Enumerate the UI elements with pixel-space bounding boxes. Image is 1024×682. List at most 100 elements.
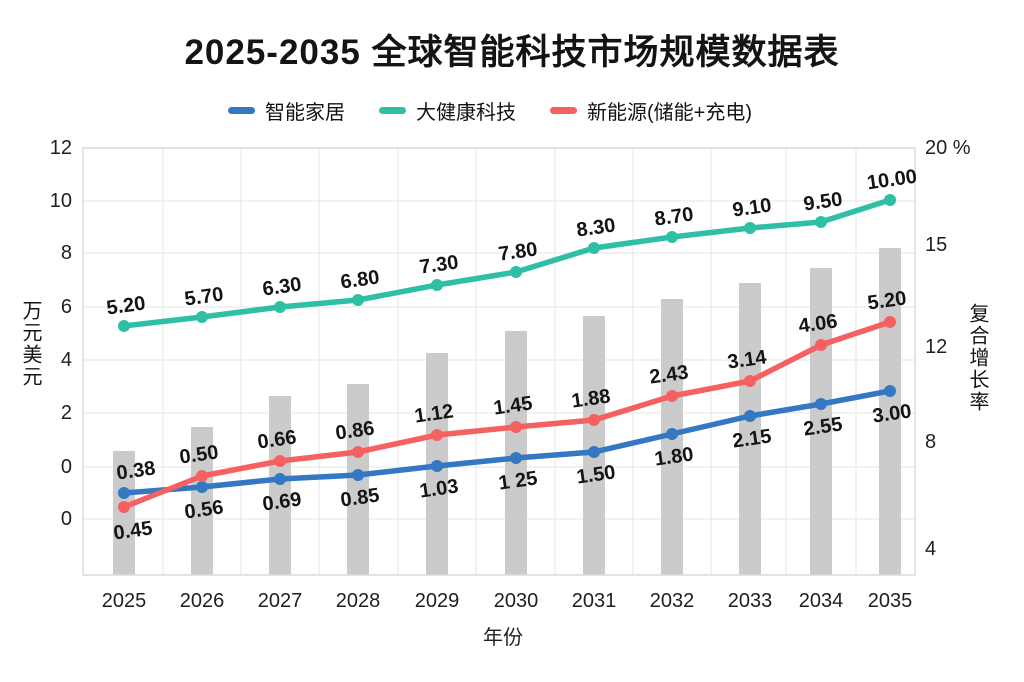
- cagr-bar-2033: [739, 283, 761, 575]
- point-health-tech-2035: [884, 194, 896, 206]
- legend-swatch-icon: [550, 107, 577, 114]
- point-label-new-energy-2032: 2.43: [648, 361, 690, 388]
- point-health-tech-2026: [196, 311, 208, 323]
- point-health-tech-2030: [510, 266, 522, 278]
- point-label-smart-home-2030: 1 25: [497, 467, 539, 494]
- point-new-energy-2033: [744, 375, 756, 387]
- right-axis-tick-3: 8: [925, 431, 936, 453]
- point-label-smart-home-2028: 0.85: [339, 484, 381, 511]
- left-axis-tick-3: 6: [61, 296, 72, 318]
- point-label-new-energy-2034: 4.06: [797, 310, 839, 337]
- point-label-new-energy-2027: 0.66: [256, 426, 298, 453]
- point-new-energy-2035: [884, 316, 896, 328]
- point-label-new-energy-2025: 0.45: [112, 517, 154, 544]
- point-health-tech-2031: [588, 242, 600, 254]
- cagr-bar-2035: [879, 248, 901, 575]
- left-axis-tick-1: 10: [50, 190, 72, 212]
- x-axis-tick-2031: 2031: [572, 590, 617, 612]
- left-axis-tick-7: 0: [61, 508, 72, 530]
- legend-item-new-energy: 新能源(储能+充电): [550, 96, 752, 125]
- point-smart-home-2027: [274, 473, 286, 485]
- legend-swatch-icon: [228, 107, 255, 114]
- point-new-energy-2029: [431, 429, 443, 441]
- legend-label: 智能家居: [265, 102, 345, 124]
- point-new-energy-2026: [196, 470, 208, 482]
- point-health-tech-2027: [274, 301, 286, 313]
- x-axis-tick-2028: 2028: [336, 590, 381, 612]
- left-axis-tick-4: 4: [61, 349, 72, 371]
- point-label-health-tech-2025: 5.20: [105, 292, 147, 319]
- point-health-tech-2025: [118, 320, 130, 332]
- x-axis-tick-2029: 2029: [415, 590, 460, 612]
- plot-border: [82, 147, 916, 576]
- x-axis-tick-2026: 2026: [180, 590, 225, 612]
- x-axis-tick-2025: 2025: [102, 590, 147, 612]
- point-smart-home-2026: [196, 481, 208, 493]
- point-label-health-tech-2034: 9.50: [802, 188, 844, 215]
- point-new-energy-2025: [118, 501, 130, 513]
- point-label-health-tech-2026: 5.70: [183, 283, 225, 310]
- point-label-smart-home-2035: 3.00: [871, 400, 913, 427]
- cagr-bar-2026: [191, 427, 213, 575]
- legend-swatch-icon: [379, 107, 406, 114]
- legend-label: 新能源(储能+充电): [587, 102, 752, 124]
- point-label-new-energy-2028: 0.86: [334, 417, 376, 444]
- point-new-energy-2031: [588, 414, 600, 426]
- point-health-tech-2034: [815, 216, 827, 228]
- point-label-health-tech-2035: 10.00: [866, 166, 919, 195]
- left-axis-tick-5: 2: [61, 402, 72, 424]
- point-smart-home-2030: [510, 452, 522, 464]
- point-smart-home-2031: [588, 446, 600, 458]
- point-label-health-tech-2031: 8.30: [575, 214, 617, 241]
- point-label-smart-home-2027: 0.69: [261, 488, 303, 515]
- point-smart-home-2028: [352, 469, 364, 481]
- point-label-health-tech-2032: 8.70: [653, 203, 695, 230]
- point-label-smart-home-2029: 1.03: [418, 475, 460, 502]
- legend-item-smart-home: 智能家居: [228, 96, 345, 125]
- legend-label: 大健康科技: [416, 102, 516, 124]
- left-axis-title: 万元美元: [19, 300, 41, 388]
- right-axis-tick-2: 12: [925, 336, 947, 358]
- point-label-health-tech-2029: 7.30: [418, 251, 460, 278]
- point-label-new-energy-2026: 0.50: [178, 441, 220, 468]
- left-axis-tick-2: 8: [61, 242, 72, 264]
- point-smart-home-2032: [666, 428, 678, 440]
- left-axis-tick-0: 12: [50, 137, 72, 159]
- left-axis-tick-6: 0: [61, 456, 72, 478]
- cagr-bar-2031: [583, 316, 605, 575]
- point-label-new-energy-2033: 3.14: [726, 346, 768, 373]
- point-label-new-energy-2029: 1.12: [413, 400, 455, 427]
- point-health-tech-2033: [744, 222, 756, 234]
- point-label-new-energy-2035: 5.20: [866, 287, 908, 314]
- x-axis-tick-2032: 2032: [650, 590, 695, 612]
- point-new-energy-2032: [666, 390, 678, 402]
- x-axis-tick-2030: 2030: [494, 590, 539, 612]
- point-health-tech-2032: [666, 231, 678, 243]
- point-label-smart-home-2032: 1.80: [653, 443, 695, 470]
- cagr-bar-2027: [269, 396, 291, 575]
- point-new-energy-2027: [274, 455, 286, 467]
- point-new-energy-2030: [510, 421, 522, 433]
- point-health-tech-2028: [352, 294, 364, 306]
- point-label-smart-home-2034: 2.55: [802, 413, 844, 440]
- point-new-energy-2028: [352, 446, 364, 458]
- x-axis-tick-2033: 2033: [728, 590, 773, 612]
- point-label-smart-home-2026: 0.56: [183, 496, 225, 523]
- x-axis-title: 年份: [483, 626, 523, 649]
- point-label-health-tech-2028: 6.80: [339, 266, 381, 293]
- point-label-new-energy-2031: 1.88: [570, 385, 612, 412]
- point-label-smart-home-2033: 2.15: [731, 425, 773, 452]
- right-axis-tick-1: 15: [925, 234, 947, 256]
- point-health-tech-2029: [431, 279, 443, 291]
- chart-title: 2025-2035 全球智能科技市场规模数据表: [184, 33, 840, 72]
- point-label-smart-home-2025: 0.38: [115, 457, 157, 484]
- x-axis-tick-2034: 2034: [799, 590, 844, 612]
- point-label-new-energy-2030: 1.45: [492, 392, 534, 419]
- right-axis-title: 复合增长率: [966, 303, 988, 413]
- point-smart-home-2029: [431, 460, 443, 472]
- legend-item-health-tech: 大健康科技: [379, 96, 516, 125]
- point-smart-home-2025: [118, 487, 130, 499]
- point-label-smart-home-2031: 1.50: [575, 461, 617, 488]
